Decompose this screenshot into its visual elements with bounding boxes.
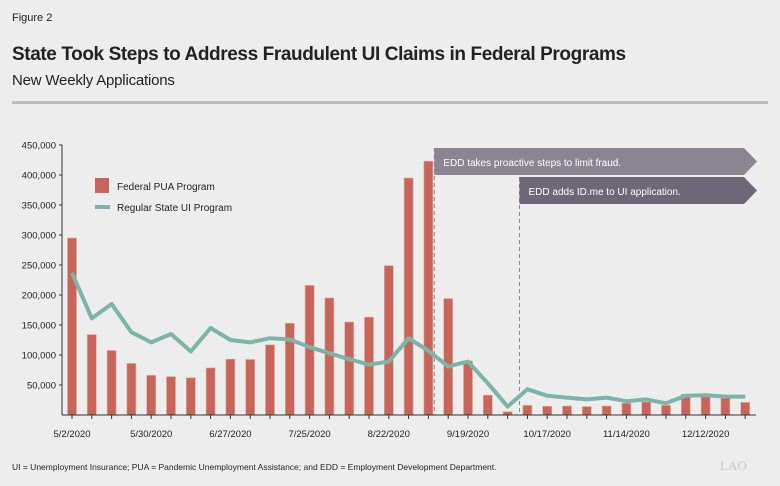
legend-swatch-bar bbox=[95, 178, 109, 193]
figure-label: Figure 2 bbox=[12, 12, 53, 24]
bar-pua bbox=[186, 377, 196, 416]
bar-pua bbox=[700, 396, 711, 416]
bar-pua bbox=[463, 360, 473, 416]
bar-pua bbox=[324, 297, 335, 416]
bar-pua bbox=[106, 350, 117, 416]
x-tick-label: 5/2/2020 bbox=[54, 429, 91, 440]
bar-pua bbox=[581, 406, 592, 416]
legend: Federal PUA Program Regular State UI Pro… bbox=[95, 178, 232, 214]
annotation-banner bbox=[519, 177, 757, 204]
y-tick-label: 450,000 bbox=[22, 141, 56, 152]
bar-pua bbox=[562, 405, 572, 416]
x-tick-label: 12/12/2020 bbox=[682, 429, 730, 440]
bar-pua bbox=[146, 375, 156, 416]
bar-pua bbox=[166, 376, 176, 416]
x-tick-label: 11/14/2020 bbox=[603, 429, 650, 440]
chart-subtitle: New Weekly Applications bbox=[12, 72, 175, 89]
bar-pua bbox=[344, 321, 355, 416]
lao-logo: LAO bbox=[720, 458, 747, 473]
x-tick-label: 5/30/2020 bbox=[130, 429, 172, 440]
chart-title: State Took Steps to Address Fraudulent U… bbox=[12, 44, 626, 65]
x-tick-label: 10/17/2020 bbox=[523, 429, 571, 440]
bar-pua bbox=[522, 405, 533, 416]
y-tick-label: 50,000 bbox=[27, 381, 56, 392]
bar-pua bbox=[661, 405, 671, 416]
bar-pua bbox=[126, 363, 137, 416]
y-tick-label: 200,000 bbox=[22, 291, 56, 302]
bar-pua bbox=[443, 298, 454, 416]
annotation-text: EDD takes proactive steps to limit fraud… bbox=[443, 158, 621, 169]
bar-pua bbox=[205, 367, 216, 416]
bar-pua bbox=[245, 359, 255, 416]
bar-pua bbox=[621, 402, 632, 416]
x-tick-label: 7/25/2020 bbox=[288, 429, 330, 440]
bar-pua bbox=[740, 402, 751, 416]
footnote: UI = Unemployment Insurance; PUA = Pande… bbox=[12, 462, 497, 472]
x-tick-label: 9/19/2020 bbox=[447, 429, 489, 440]
annotation-banner bbox=[434, 148, 757, 175]
y-tick-label: 250,000 bbox=[22, 261, 56, 272]
legend-label-line: Regular State UI Program bbox=[117, 203, 232, 214]
bar-pua bbox=[225, 358, 236, 416]
header-divider bbox=[12, 101, 768, 104]
bar-pua bbox=[67, 237, 77, 416]
y-tick-label: 350,000 bbox=[22, 201, 56, 212]
bar-pua bbox=[383, 265, 394, 416]
y-tick-label: 300,000 bbox=[22, 231, 56, 242]
line-series bbox=[70, 272, 746, 409]
x-tick-label: 8/22/2020 bbox=[368, 429, 410, 440]
y-tick-label: 100,000 bbox=[22, 351, 56, 362]
annotations: EDD takes proactive steps to limit fraud… bbox=[433, 148, 757, 415]
bar-pua bbox=[265, 344, 275, 416]
bar-pua bbox=[87, 334, 97, 416]
bar-pua bbox=[284, 322, 295, 416]
bar-pua bbox=[601, 405, 612, 416]
bar-pua bbox=[403, 177, 414, 416]
y-tick-label: 400,000 bbox=[22, 171, 56, 182]
axes: 450,000 400,000 350,000 300,000 250,000 200,0… bbox=[22, 141, 756, 440]
bar-pua bbox=[641, 401, 652, 416]
bar-pua bbox=[482, 394, 493, 416]
bar-pua bbox=[423, 160, 434, 416]
y-tick-label: 150,000 bbox=[22, 321, 56, 332]
x-tick-label: 6/27/2020 bbox=[209, 429, 251, 440]
bar-pua bbox=[542, 405, 553, 416]
bar-pua bbox=[720, 397, 731, 416]
annotation-text: EDD adds ID.me to UI application. bbox=[529, 187, 681, 198]
legend-label-bar: Federal PUA Program bbox=[117, 182, 215, 193]
